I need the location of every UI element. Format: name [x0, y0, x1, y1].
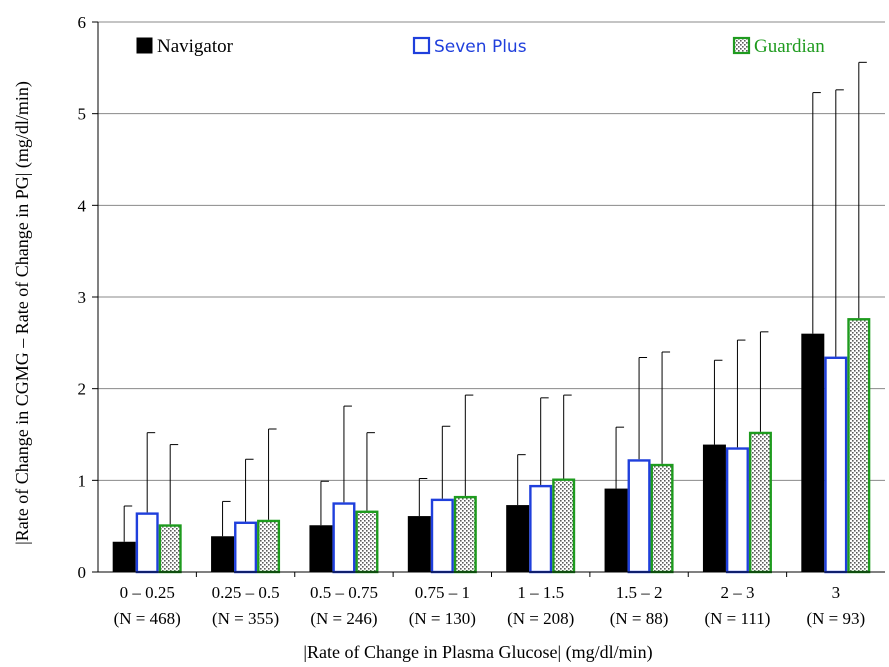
legend-label: Navigator	[157, 36, 234, 57]
y-tick-label: 4	[78, 196, 87, 215]
bar-guardian	[257, 519, 281, 574]
x-tick-label: 1.5 – 2	[616, 583, 663, 602]
x-tick-label: 0.75 – 1	[415, 583, 470, 602]
x-tick-n-label: (N = 88)	[610, 609, 669, 628]
bar-seven-plus	[332, 502, 356, 574]
y-tick-label: 5	[78, 105, 87, 124]
bar-seven-plus	[430, 498, 454, 574]
bar-navigator	[407, 516, 431, 573]
bar-navigator	[801, 333, 825, 573]
bar-guardian	[650, 463, 674, 574]
bar-seven-plus	[627, 459, 651, 574]
bar-guardian	[748, 431, 772, 574]
y-tick-label: 3	[78, 288, 87, 307]
x-tick-n-label: (N = 130)	[409, 609, 476, 628]
bars	[112, 318, 871, 574]
x-tick-n-label: (N = 93)	[806, 609, 865, 628]
y-tick-label: 6	[78, 13, 87, 32]
bar-seven-plus	[234, 521, 258, 574]
bar-guardian	[847, 318, 871, 574]
bar-seven-plus	[824, 356, 848, 574]
legend-swatch-guardian	[732, 36, 751, 55]
x-tick-n-label: (N = 111)	[704, 609, 770, 628]
y-tick-label: 1	[78, 471, 87, 490]
x-axis-title: |Rate of Change in Plasma Glucose| (mg/d…	[303, 642, 652, 663]
bar-navigator	[309, 525, 333, 573]
bar-guardian	[355, 510, 379, 574]
x-tick-label: 0.25 – 0.5	[212, 583, 280, 602]
x-tick-n-label: (N = 208)	[507, 609, 574, 628]
legend: Navigator Seven Plus Guardian	[136, 36, 825, 57]
x-tick-label: 0 – 0.25	[120, 583, 175, 602]
bar-guardian	[552, 478, 576, 574]
bar-navigator	[604, 488, 628, 573]
x-tick-n-label: (N = 468)	[114, 609, 181, 628]
bar-seven-plus	[725, 447, 749, 574]
bar-seven-plus	[135, 512, 159, 574]
x-tick-label: 2 – 3	[720, 583, 754, 602]
x-tick-label: 3	[832, 583, 841, 602]
bar-seven-plus	[529, 484, 553, 574]
x-tick-label: 0.5 – 0.75	[310, 583, 378, 602]
bar-guardian	[453, 495, 477, 574]
legend-label: Seven Plus	[434, 37, 527, 57]
error-bars	[123, 61, 867, 542]
axes: 0 1 2 3 4 5 6 0 – 0.25 (N = 468) 0.25 – 0.5 (N = 3…	[78, 13, 885, 628]
bar-navigator	[506, 505, 530, 573]
x-tick-label: 1 – 1.5	[517, 583, 564, 602]
x-tick-n-label: (N = 246)	[310, 609, 377, 628]
x-tick-n-label: (N = 355)	[212, 609, 279, 628]
gridlines	[98, 21, 885, 481]
bar-navigator	[112, 541, 136, 573]
y-tick-label: 0	[78, 563, 87, 582]
legend-label: Guardian	[754, 36, 825, 57]
bar-guardian	[158, 524, 182, 574]
legend-swatch-navigator	[136, 37, 153, 54]
bar-navigator	[702, 444, 726, 573]
legend-swatch-seven-plus	[412, 36, 431, 55]
y-tick-label: 2	[78, 380, 87, 399]
y-axis-title: |Rate of Change in CGMG – Rate of Change…	[12, 81, 33, 545]
bar-navigator	[211, 536, 235, 573]
